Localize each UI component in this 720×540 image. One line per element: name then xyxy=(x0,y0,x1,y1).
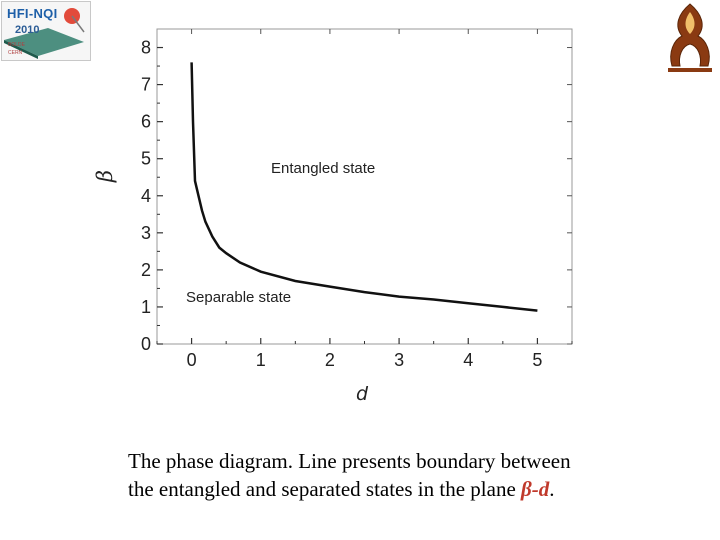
caption-highlight: β-d xyxy=(521,477,550,501)
y-tick-label: 8 xyxy=(141,38,151,58)
x-tick-label: 4 xyxy=(463,350,473,370)
x-axis: 0 1 2 3 4 5 xyxy=(156,29,573,370)
institution-emblem-icon xyxy=(668,3,712,72)
y-tick-label: 3 xyxy=(141,223,151,243)
caption-end: . xyxy=(549,477,555,501)
y-tick-label: 4 xyxy=(141,186,151,206)
y-tick-label: 0 xyxy=(141,334,151,354)
figure-caption: The phase diagram. Line presents boundar… xyxy=(128,447,598,503)
logo-year: 2010 xyxy=(15,24,40,36)
caption-text: The phase diagram. Line presents boundar… xyxy=(128,449,571,501)
x-tick-label: 5 xyxy=(532,350,542,370)
logo-line2: CERN xyxy=(8,50,23,56)
y-tick-label: 6 xyxy=(141,112,151,132)
y-tick-label: 2 xyxy=(141,260,151,280)
separable-state-label: Separable state xyxy=(186,289,291,306)
y-tick-label: 7 xyxy=(141,75,151,95)
x-tick-label: 2 xyxy=(325,350,335,370)
entangled-state-label: Entangled state xyxy=(271,160,375,177)
x-tick-label: 3 xyxy=(394,350,404,370)
phase-diagram-chart: 0 1 2 3 4 5 6 7 8 0 1 2 3 4 5 β d Entangled state Sep… xyxy=(93,28,573,405)
x-axis-label: d xyxy=(356,383,369,405)
y-tick-label: 5 xyxy=(141,149,151,169)
conference-logo: HFI-NQI 2010 BOLDE CERN xyxy=(1,1,91,61)
x-tick-label: 0 xyxy=(187,350,197,370)
boundary-curve xyxy=(190,62,538,312)
y-axis: 0 1 2 3 4 5 6 7 8 xyxy=(141,38,572,354)
logo-graphic xyxy=(4,8,85,59)
x-tick-label: 1 xyxy=(256,350,266,370)
logo-line1: BOLDE xyxy=(8,42,25,48)
logo-title: HFI-NQI xyxy=(7,6,58,21)
y-tick-label: 1 xyxy=(141,297,151,317)
y-axis-label: β xyxy=(93,170,117,183)
